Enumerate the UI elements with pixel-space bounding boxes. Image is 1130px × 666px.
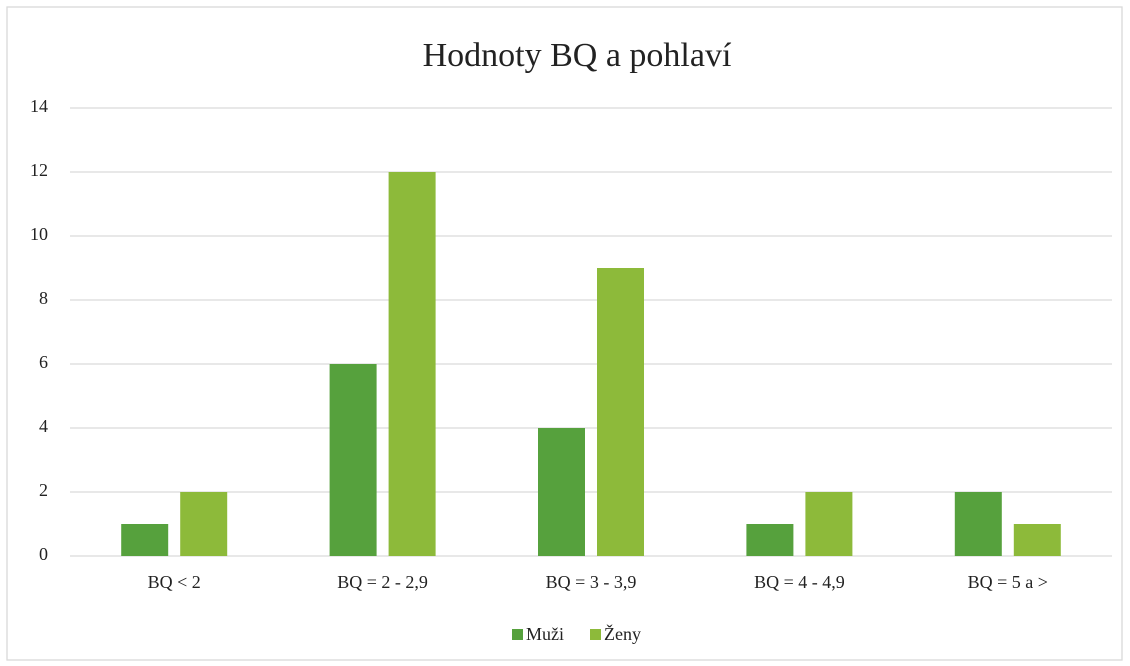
x-tick-label: BQ = 4 - 4,9 [754, 572, 845, 592]
bar [121, 524, 169, 556]
bar [538, 428, 585, 556]
bar [388, 172, 436, 556]
x-tick-label: BQ = 2 - 2,9 [337, 572, 428, 592]
y-tick-label: 12 [30, 160, 48, 180]
bar [746, 524, 794, 556]
x-tick-label: BQ = 5 a > [968, 572, 1048, 592]
bar [805, 492, 853, 556]
x-tick-label: BQ < 2 [148, 572, 201, 592]
x-tick-label: BQ = 3 - 3,9 [546, 572, 637, 592]
bar [954, 492, 1002, 556]
legend-swatch [590, 629, 601, 640]
chart-title: Hodnoty BQ a pohlaví [423, 37, 732, 74]
bar [180, 492, 228, 556]
y-tick-label: 8 [39, 288, 48, 308]
y-tick-label: 10 [30, 224, 48, 244]
y-tick-label: 6 [39, 352, 48, 372]
y-tick-label: 14 [30, 96, 48, 116]
bar [1013, 524, 1061, 556]
y-tick-label: 4 [39, 416, 48, 436]
bar [597, 268, 644, 556]
legend-label: Ženy [604, 623, 641, 644]
legend-label: Muži [526, 624, 564, 644]
y-tick-label: 0 [39, 544, 48, 564]
bar [329, 364, 377, 556]
chart-border [6, 6, 1123, 661]
legend-swatch [512, 629, 523, 640]
y-tick-label: 2 [39, 480, 48, 500]
